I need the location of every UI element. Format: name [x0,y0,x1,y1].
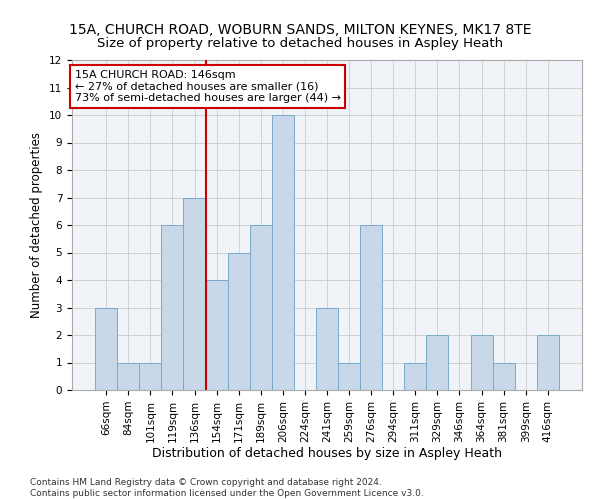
Bar [316,308,338,390]
Text: 15A CHURCH ROAD: 146sqm
← 27% of detached houses are smaller (16)
73% of semi-de: 15A CHURCH ROAD: 146sqm ← 27% of detache… [74,70,341,103]
Bar [184,198,206,390]
X-axis label: Distribution of detached houses by size in Aspley Heath: Distribution of detached houses by size … [152,448,502,460]
Bar [95,308,117,390]
Text: Contains HM Land Registry data © Crown copyright and database right 2024.
Contai: Contains HM Land Registry data © Crown c… [30,478,424,498]
Bar [470,335,493,390]
Bar [250,225,272,390]
Text: Size of property relative to detached houses in Aspley Heath: Size of property relative to detached ho… [97,38,503,51]
Text: 15A, CHURCH ROAD, WOBURN SANDS, MILTON KEYNES, MK17 8TE: 15A, CHURCH ROAD, WOBURN SANDS, MILTON K… [69,22,531,36]
Bar [117,362,139,390]
Bar [537,335,559,390]
Bar [206,280,227,390]
Bar [272,115,294,390]
Bar [161,225,184,390]
Bar [139,362,161,390]
Bar [360,225,382,390]
Bar [404,362,427,390]
Y-axis label: Number of detached properties: Number of detached properties [31,132,43,318]
Bar [338,362,360,390]
Bar [493,362,515,390]
Bar [227,252,250,390]
Bar [427,335,448,390]
